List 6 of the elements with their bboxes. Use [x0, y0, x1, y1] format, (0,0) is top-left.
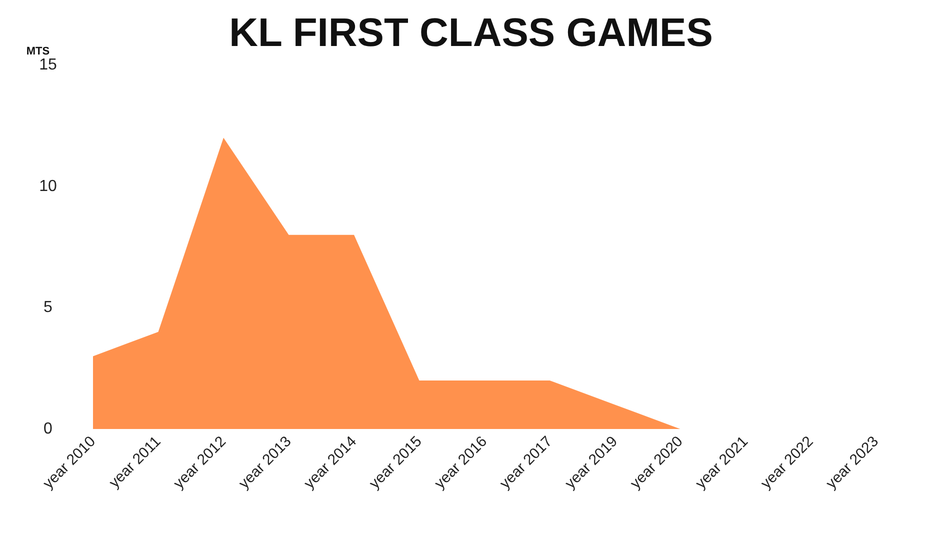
- y-axis-title: MTS: [26, 46, 50, 58]
- y-tick-label: 5: [44, 299, 53, 316]
- y-tick-label: 15: [39, 56, 57, 74]
- chart-title: KL FIRST CLASS GAMES: [229, 11, 713, 55]
- y-tick-label: 0: [44, 420, 53, 438]
- y-tick-label: 10: [39, 178, 57, 195]
